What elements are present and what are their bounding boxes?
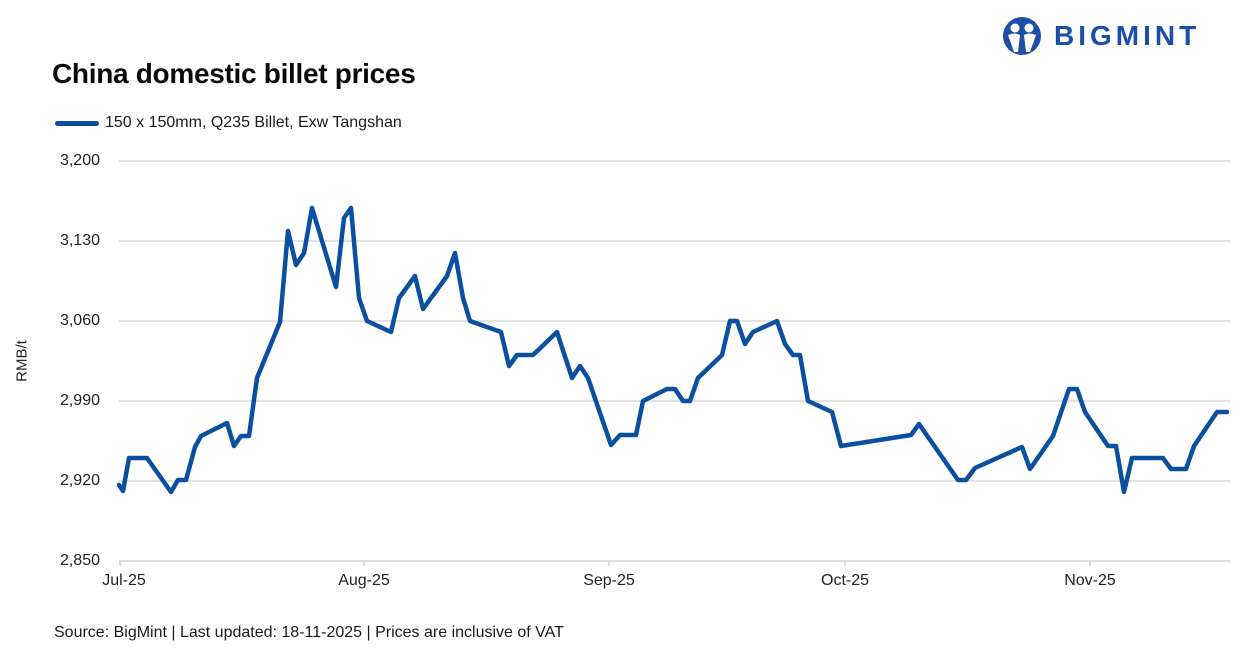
chart-title: China domestic billet prices xyxy=(52,58,416,89)
y-tick-label: 2,920 xyxy=(59,472,100,489)
bigmint-logo-icon xyxy=(1003,17,1041,55)
x-tick-label: Nov-25 xyxy=(1064,572,1116,589)
legend-label: 150 x 150mm, Q235 Billet, Exw Tangshan xyxy=(105,114,402,131)
x-tick-label: Oct-25 xyxy=(820,572,870,589)
y-tick-label: 3,060 xyxy=(59,312,100,329)
price-line xyxy=(116,205,1230,495)
x-tick-label: Jul-25 xyxy=(102,572,146,589)
y-tick-label: 2,990 xyxy=(59,392,100,409)
y-tick-label: 3,200 xyxy=(59,152,100,169)
bigmint-logo: BIGMINT xyxy=(1000,16,1200,56)
y-tick-label: 3,130 xyxy=(59,232,100,249)
gridlines xyxy=(119,160,1230,482)
x-tick-label: Aug-25 xyxy=(338,572,390,589)
y-tick-label: 2,850 xyxy=(59,552,100,569)
logo-text: BIGMINT xyxy=(1054,20,1201,51)
legend: 150 x 150mm, Q235 Billet, Exw Tangshan xyxy=(55,114,402,132)
source-footnote: Source: BigMint | Last updated: 18-11-20… xyxy=(54,624,564,641)
x-axis xyxy=(119,560,1230,566)
legend-line-swatch xyxy=(55,120,99,126)
x-tick-label: Sep-25 xyxy=(583,572,635,589)
